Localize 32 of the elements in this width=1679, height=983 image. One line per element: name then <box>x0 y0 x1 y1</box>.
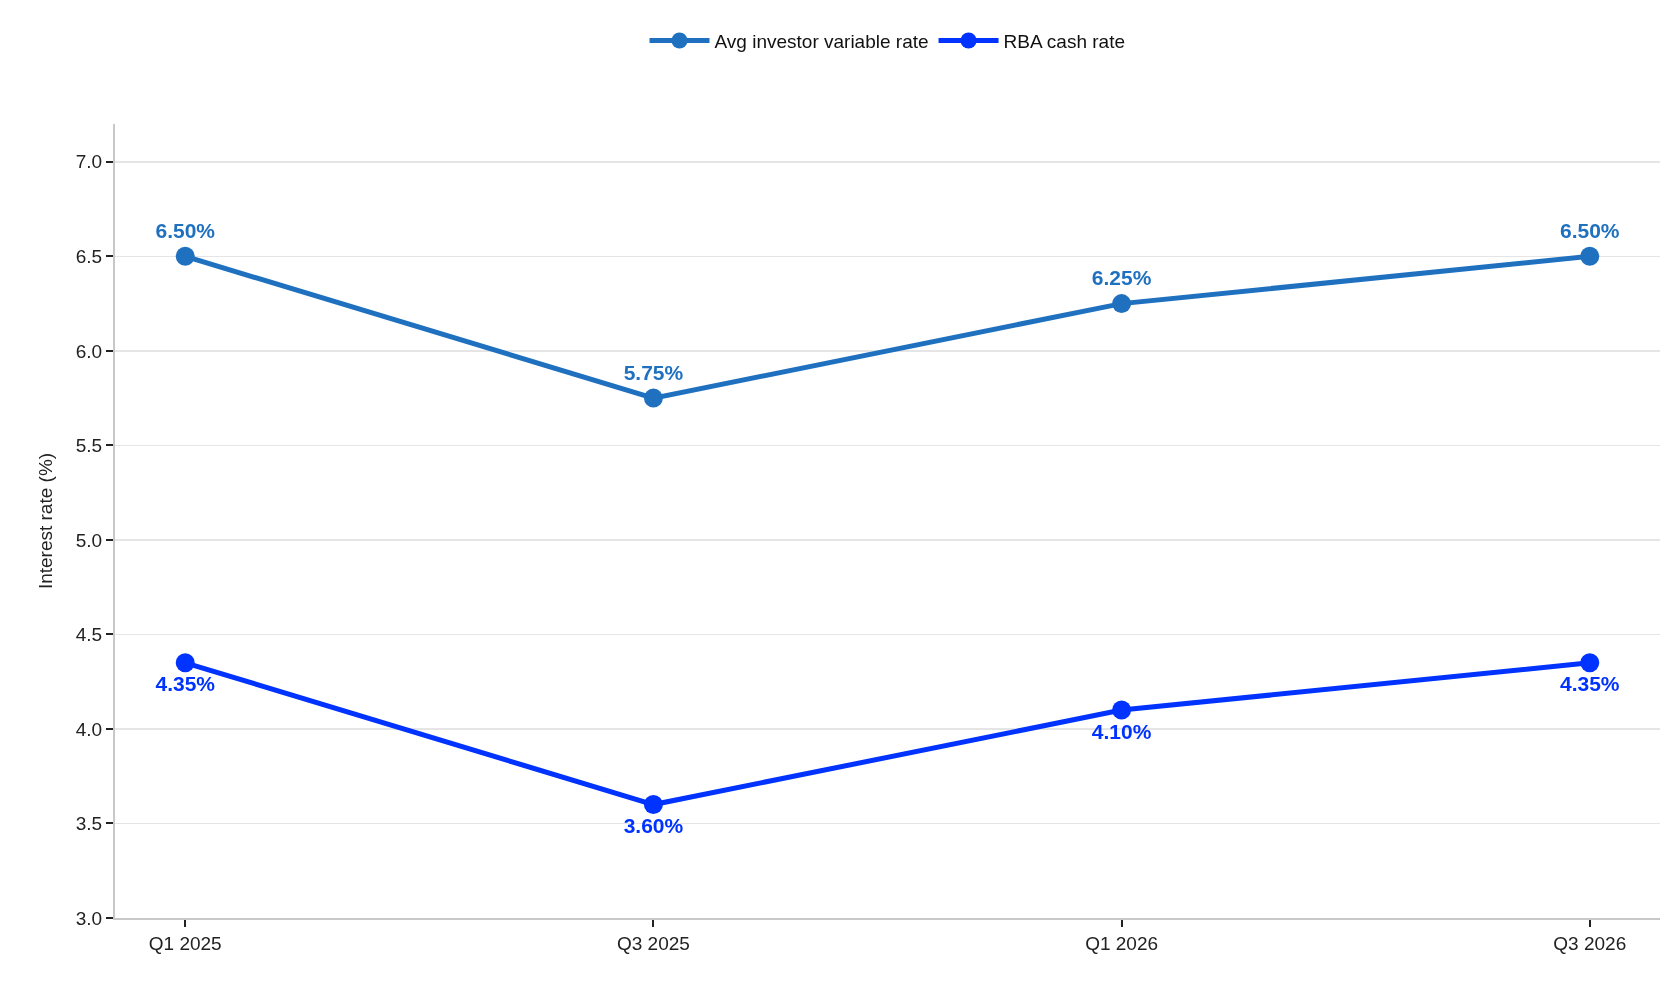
y-tick-label: 6.0 <box>75 340 103 362</box>
data-label: 5.75% <box>623 360 684 384</box>
point <box>1580 653 1600 673</box>
point <box>175 653 195 673</box>
x-tick-label: Q3 2025 <box>616 932 690 954</box>
point <box>643 795 663 815</box>
y-axis-title: Interest rate (%) <box>35 452 57 590</box>
legend-label: Avg investor variable rate <box>714 30 929 52</box>
data-label: 3.60% <box>623 814 684 838</box>
point <box>1580 246 1600 266</box>
data-label: 6.50% <box>1560 219 1620 243</box>
data-label: 4.10% <box>1091 719 1152 743</box>
x-tick-label: Q1 2025 <box>148 932 222 954</box>
y-tick-label: 5.0 <box>75 529 103 551</box>
y-tick-label: 3.0 <box>75 907 103 929</box>
legend-label: RBA cash rate <box>1003 30 1125 52</box>
y-tick-label: 4.5 <box>75 624 103 646</box>
y-tick-label: 7.0 <box>75 151 103 173</box>
y-tick-label: 4.0 <box>75 718 103 740</box>
data-label: 6.25% <box>1091 266 1152 290</box>
y-tick-label: 5.5 <box>75 435 103 457</box>
data-label: 4.35% <box>155 672 216 696</box>
x-tick-label: Q3 2026 <box>1553 932 1627 954</box>
point <box>1112 294 1132 314</box>
point <box>643 388 663 408</box>
x-tick-label: Q1 2026 <box>1085 932 1159 954</box>
data-label: 6.50% <box>155 219 216 243</box>
point <box>175 246 195 266</box>
data-label: 4.35% <box>1560 672 1620 696</box>
y-tick-label: 3.5 <box>75 813 103 835</box>
point <box>1112 700 1132 720</box>
y-tick-label: 6.5 <box>75 245 103 267</box>
